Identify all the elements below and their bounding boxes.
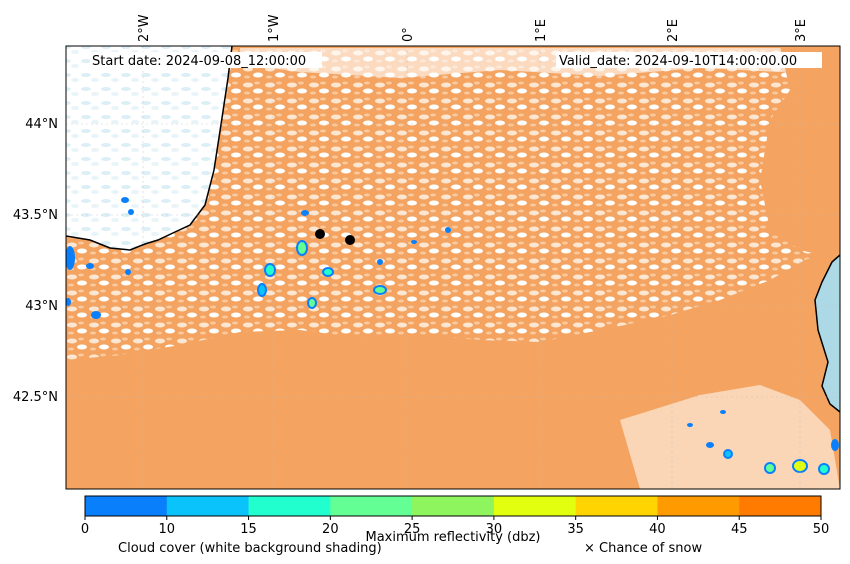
lon-tick-label: 1°E (534, 19, 549, 42)
colorbar-tick-label: 40 (649, 522, 666, 537)
colorbar-segment (575, 496, 658, 516)
lon-tick-label: 2°E (666, 19, 681, 42)
colorbar-segment (248, 496, 331, 516)
map-area (66, 46, 840, 489)
lat-tick-label: 44°N (25, 117, 58, 132)
reflectivity-cells (66, 197, 839, 475)
longitude-tick-labels: 2°W 1°W 0° 1°E 2°E 3°E (137, 14, 809, 42)
colorbar-segment (493, 496, 577, 516)
start-date-label: Start date: 2024-09-08_12:00:00 (92, 54, 306, 69)
colorbar-tick-label: 50 (813, 522, 830, 537)
colorbar-tick-label: 0 (81, 522, 89, 537)
atlantic-sea-area (66, 46, 232, 250)
colorbar-tick-label: 45 (731, 522, 748, 537)
colorbar-frame (84, 495, 822, 517)
mediterranean-sea-area (815, 255, 840, 412)
lon-tick-label: 2°W (137, 14, 152, 42)
valid-date-background (556, 52, 822, 68)
colorbar-tick-label: 10 (159, 522, 176, 537)
colorbar-segment (739, 496, 822, 516)
atlantic-coastline (66, 46, 233, 251)
clear-patch-southeast (620, 385, 840, 489)
lat-tick-label: 43.5°N (13, 208, 58, 223)
reflectivity-legend-label: Maximum reflectivity (dbz) (366, 530, 541, 545)
cloud-cover-legend-label: Cloud cover (white background shading) (118, 541, 382, 556)
colorbar-tick-label: 30 (486, 522, 503, 537)
mediterranean-coastline (814, 254, 840, 413)
map-frame (65, 45, 841, 490)
lon-tick-label: 1°W (267, 14, 282, 42)
location-marker-b[interactable] (345, 235, 355, 245)
start-date-background (90, 52, 322, 68)
valid-date-label: Valid_date: 2024-09-10T14:00:00.00 (559, 54, 797, 69)
colorbar-tick-label: 20 (322, 522, 339, 537)
colorbar-tick-label: 35 (567, 522, 584, 537)
reflectivity-colorbar: 0 10 15 20 25 30 35 40 45 50 (81, 495, 829, 537)
colorbar-segments (85, 496, 822, 516)
graticule (66, 46, 840, 489)
colorbar-segment (85, 496, 168, 516)
lat-tick-label: 42.5°N (13, 390, 58, 405)
colorbar-tick-label: 15 (240, 522, 257, 537)
latitude-tick-labels: 44°N 43.5°N 43°N 42.5°N (13, 117, 58, 405)
lon-tick-label: 0° (401, 27, 416, 42)
colorbar-segment (412, 496, 495, 516)
snow-chance-legend-label: × Chance of snow (584, 541, 702, 556)
colorbar-segment (166, 496, 250, 516)
colorbar-ticks: 0 10 15 20 25 30 35 40 45 50 (81, 516, 829, 537)
lat-tick-label: 43°N (25, 299, 58, 314)
colorbar-tick-label: 25 (404, 522, 421, 537)
location-marker-a[interactable] (315, 229, 325, 239)
colorbar-segment (657, 496, 740, 516)
colorbar-segment (330, 496, 413, 516)
lon-tick-label: 3°E (794, 19, 809, 42)
